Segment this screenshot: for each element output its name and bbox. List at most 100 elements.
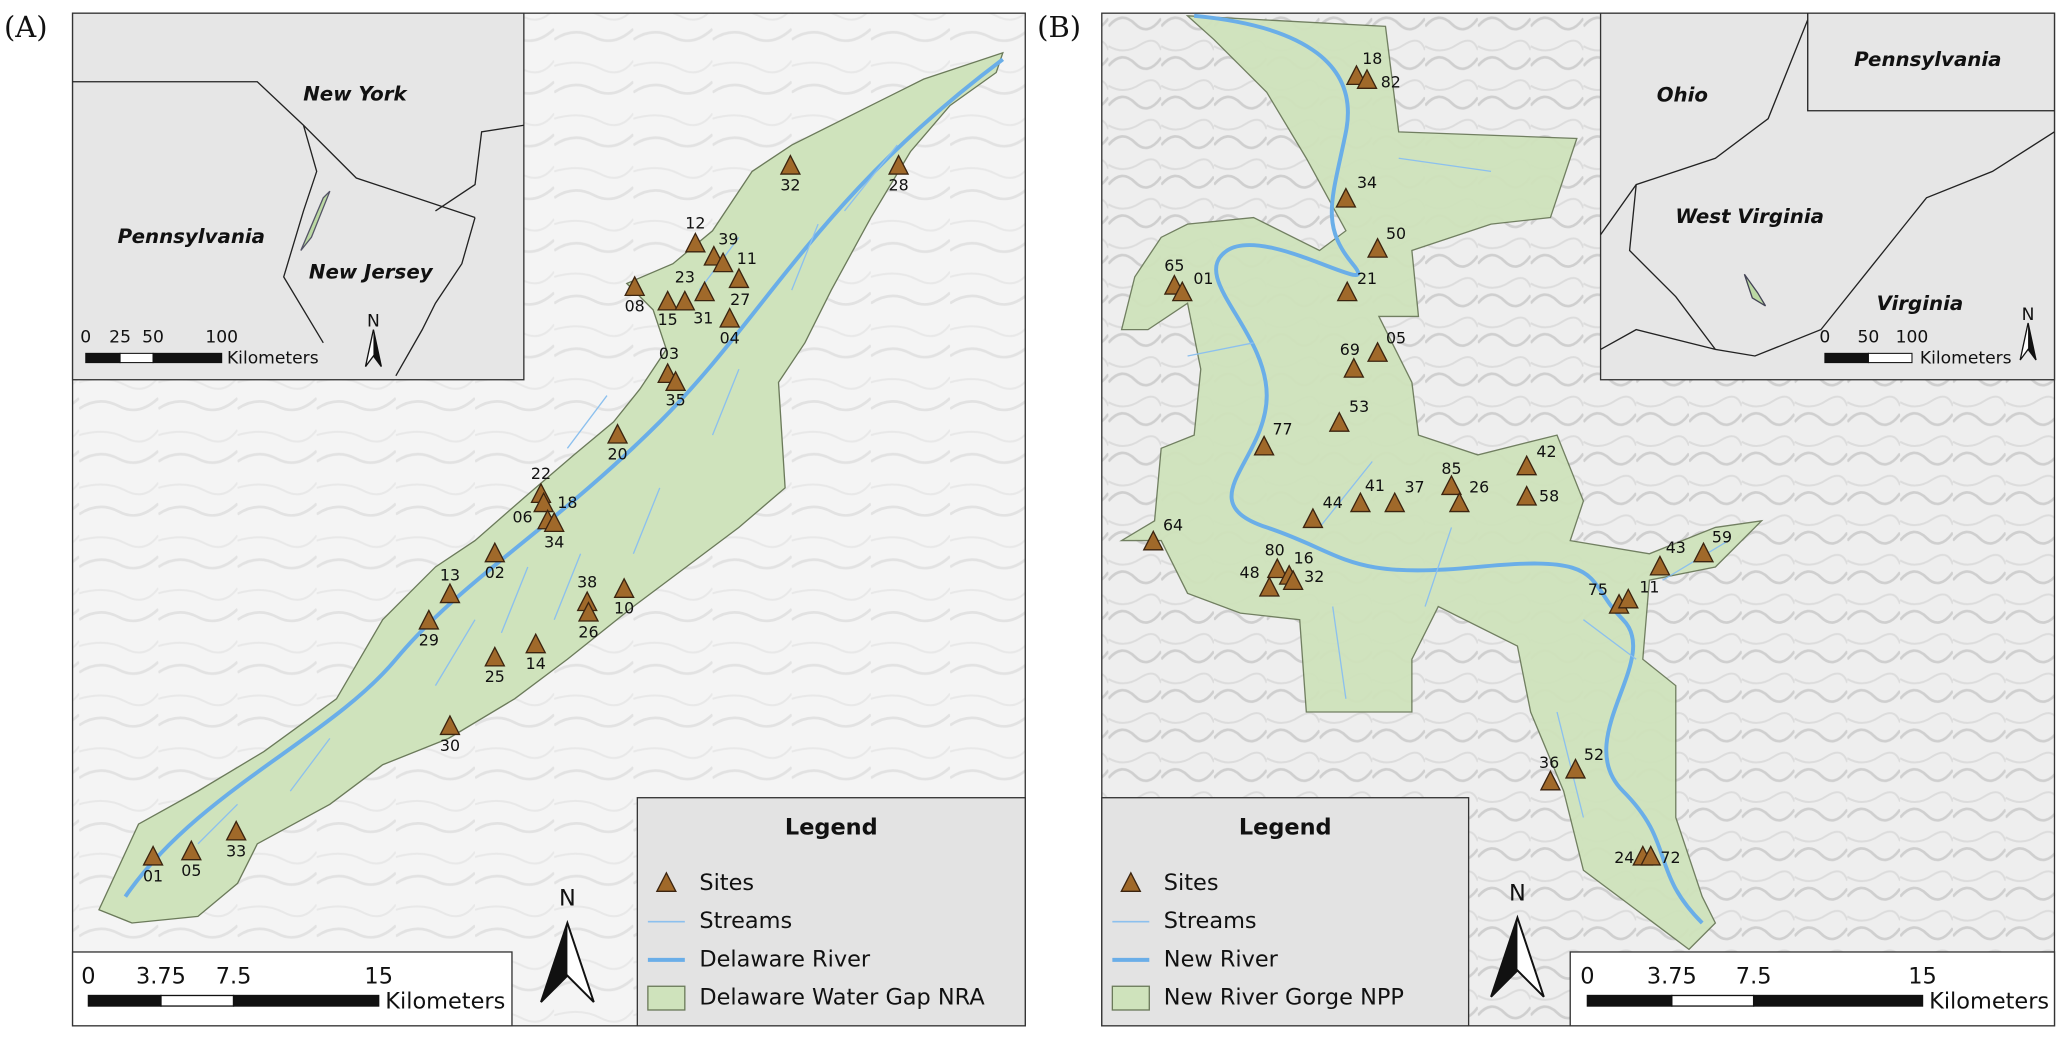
site-marker <box>1448 491 1470 513</box>
legend-item: New River <box>1164 946 1279 972</box>
streams <box>197 144 898 845</box>
legend-park <box>1111 985 1150 1011</box>
site-label: 32 <box>1304 567 1324 586</box>
site-label: 53 <box>1349 397 1369 416</box>
scale-bar-segment <box>1824 352 1869 364</box>
scale-unit: Kilometers <box>1929 989 2049 1015</box>
inset-b <box>1599 12 2056 381</box>
site-label: 34 <box>1357 173 1377 192</box>
scale-label: 3.75 <box>136 964 186 990</box>
site-marker <box>577 601 600 622</box>
site-marker <box>657 289 679 311</box>
scale-label: 50 <box>142 328 164 348</box>
site-label: 52 <box>1584 745 1604 764</box>
site-label: 02 <box>485 563 505 582</box>
site-marker <box>484 541 506 563</box>
north-label: N <box>559 886 576 912</box>
site-marker <box>674 289 696 311</box>
scale-unit: Kilometers <box>385 989 505 1015</box>
site-label: 24 <box>1614 848 1634 867</box>
scale-box <box>71 951 513 1027</box>
state-label: Pennsylvania <box>1854 48 2001 71</box>
north-label: N <box>1509 880 1526 906</box>
site-marker <box>1366 341 1389 362</box>
panel-label: (B) <box>1037 10 1081 44</box>
site-label: 85 <box>1441 459 1461 478</box>
scale-bar-segment <box>119 352 154 364</box>
site-marker <box>1142 529 1164 551</box>
panel-label: (A) <box>4 10 48 44</box>
scale-label: 50 <box>1858 328 1880 348</box>
site-label: 01 <box>143 866 163 885</box>
site-label: 18 <box>1362 49 1382 68</box>
north-arrow <box>2028 323 2037 360</box>
site-label: 25 <box>485 667 505 686</box>
site-label: 43 <box>1666 538 1686 557</box>
site-marker <box>1440 474 1463 496</box>
scale-bar-segment <box>85 352 121 364</box>
legend-box <box>636 797 1026 1027</box>
site-label: 44 <box>1323 493 1343 512</box>
site-label: 04 <box>720 328 740 347</box>
site-label: 20 <box>607 444 627 463</box>
site-label: 10 <box>614 599 634 618</box>
site-label: 42 <box>1536 442 1556 461</box>
site-label: 58 <box>1539 487 1559 506</box>
scale-label: 7.5 <box>216 964 252 990</box>
site-marker <box>142 845 164 866</box>
site-marker <box>418 609 440 630</box>
site-label: 59 <box>1712 527 1732 546</box>
site-label: 69 <box>1340 340 1360 359</box>
state-borders <box>1600 13 2055 357</box>
inset-a <box>71 12 525 381</box>
site-marker <box>684 231 706 253</box>
site-label: 14 <box>526 654 546 673</box>
site-label: 28 <box>889 175 909 194</box>
site-marker <box>1120 871 1142 892</box>
scale-bar-segment <box>87 994 162 1007</box>
site-marker <box>1328 411 1350 432</box>
scale-label: 25 <box>109 328 131 348</box>
site-marker <box>1649 554 1671 576</box>
site-label: 50 <box>1386 224 1406 243</box>
site-marker <box>613 577 635 598</box>
scale-label: 15 <box>1908 964 1937 990</box>
site-label: 38 <box>577 572 597 591</box>
site-marker <box>439 582 461 604</box>
legend-item: New River Gorge NPP <box>1164 985 1404 1011</box>
site-label: 31 <box>693 309 713 328</box>
state-label: Pennsylvania <box>118 225 265 248</box>
site-marker <box>1349 491 1372 513</box>
site-label: 41 <box>1365 476 1385 495</box>
scale-unit: Kilometers <box>227 349 319 369</box>
scale-bar-segment <box>232 994 380 1007</box>
site-label: 30 <box>440 736 460 755</box>
state-label: West Virginia <box>1675 205 1824 228</box>
scale-bar-segment <box>152 352 223 364</box>
state-label: Ohio <box>1657 84 1708 107</box>
site-label: 64 <box>1163 516 1183 535</box>
site-label: 06 <box>512 508 532 527</box>
legend-title: Legend <box>785 815 878 841</box>
site-marker <box>703 245 725 266</box>
site-label: 75 <box>1588 580 1608 599</box>
site-label: 16 <box>1294 549 1314 568</box>
site-label: 21 <box>1357 269 1377 288</box>
site-marker <box>225 820 247 841</box>
site-label: 23 <box>675 268 695 287</box>
scale-bar-segment <box>160 994 235 1007</box>
site-marker <box>1253 434 1275 456</box>
main-river <box>123 57 1005 898</box>
site-label: 48 <box>1240 563 1260 582</box>
site-label: 35 <box>666 390 686 409</box>
scale-label: 0 <box>81 964 95 990</box>
site-label: 39 <box>718 229 738 248</box>
legend-item: Sites <box>699 870 754 896</box>
legend-title: Legend <box>1239 815 1332 841</box>
park-area <box>98 51 1004 924</box>
site-marker <box>888 154 910 175</box>
scale-box <box>1569 951 2056 1027</box>
site-label: 22 <box>531 464 551 483</box>
site-label: 05 <box>1386 328 1406 347</box>
site-label: 36 <box>1539 753 1559 772</box>
